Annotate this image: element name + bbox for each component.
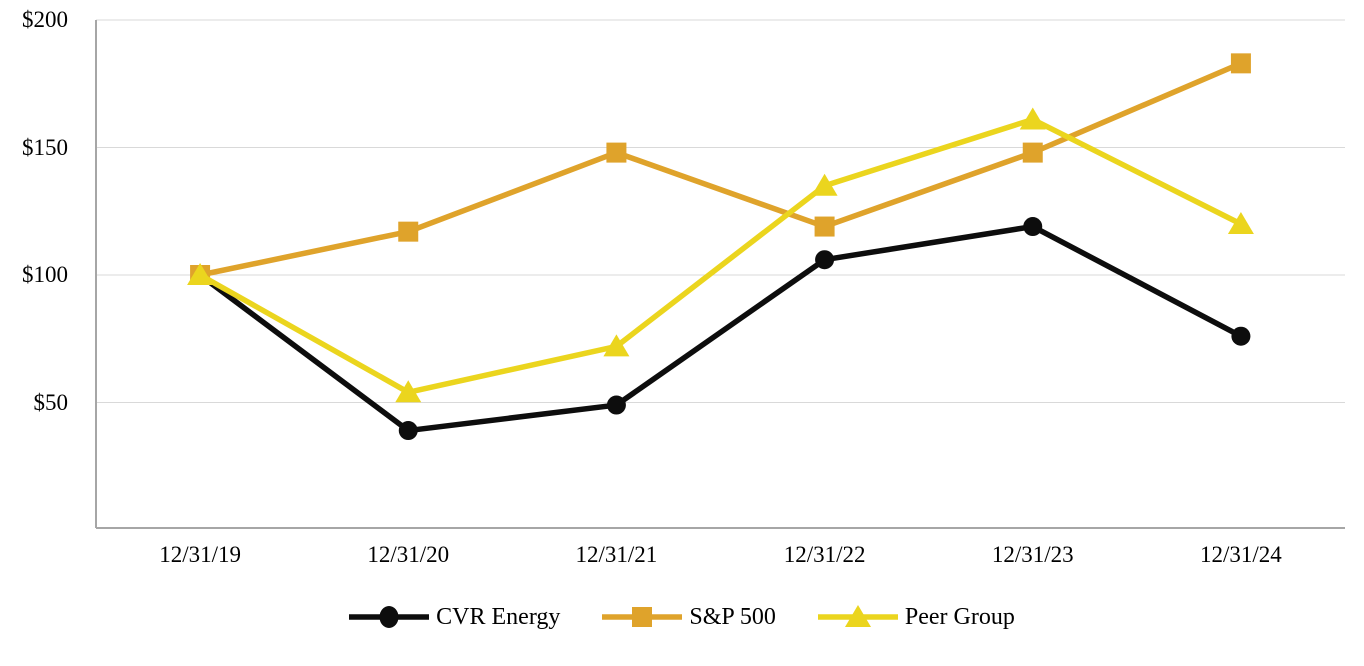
- legend-label: CVR Energy: [436, 604, 561, 630]
- data-point-marker-square: [1230, 53, 1251, 74]
- data-point-marker-circle: [606, 395, 626, 415]
- data-point-marker-square: [606, 142, 627, 163]
- series-line-peer-group: [197, 116, 1244, 396]
- legend-square-marker-icon: [602, 607, 683, 627]
- x-axis-tick-label: 12/31/21: [575, 542, 658, 567]
- y-axis-tick-label: $200: [22, 7, 68, 32]
- legend-item-peer-group: Peer Group: [817, 602, 1015, 632]
- y-axis-tick-label: $50: [33, 389, 69, 415]
- data-point-marker-triangle: [1227, 212, 1254, 234]
- series-line-cvr-energy: [197, 223, 1244, 434]
- x-axis-tick-label: 12/31/22: [783, 542, 866, 567]
- data-point-marker-circle: [1023, 217, 1043, 237]
- series-line-s-p-500: [197, 60, 1244, 278]
- legend-item-s-p-500: S&P 500: [602, 602, 776, 632]
- x-axis-tick-label: 12/31/19: [159, 542, 241, 567]
- data-point-marker-square: [814, 216, 835, 237]
- data-point-marker-square: [398, 221, 419, 242]
- data-point-marker-triangle: [187, 263, 214, 285]
- x-axis-tick-label: 12/31/23: [991, 542, 1074, 567]
- data-point-marker-square: [1022, 142, 1043, 163]
- y-axis-tick-label: $100: [22, 262, 68, 287]
- data-point-marker-triangle: [1019, 107, 1046, 130]
- data-point-marker-circle: [398, 421, 418, 441]
- data-point-marker-triangle: [603, 334, 630, 357]
- x-axis-tick-label: 12/31/20: [367, 542, 450, 567]
- data-point-marker-circle: [1231, 326, 1251, 346]
- data-point-marker-triangle: [811, 173, 838, 196]
- data-point-marker-triangle: [395, 380, 422, 403]
- legend-label: Peer Group: [904, 604, 1015, 630]
- legend: CVR Energy S&P 500 Peer Group: [0, 602, 1364, 632]
- legend-circle-marker-icon: [349, 606, 430, 628]
- legend-triangle-marker-icon: [817, 605, 898, 627]
- legend-label: S&P 500: [689, 604, 776, 630]
- y-axis-tick-label: $150: [22, 134, 68, 160]
- legend-item-cvr-energy: CVR Energy: [349, 602, 560, 632]
- x-axis-tick-label: 12/31/24: [1200, 542, 1282, 567]
- data-point-marker-circle: [815, 250, 835, 270]
